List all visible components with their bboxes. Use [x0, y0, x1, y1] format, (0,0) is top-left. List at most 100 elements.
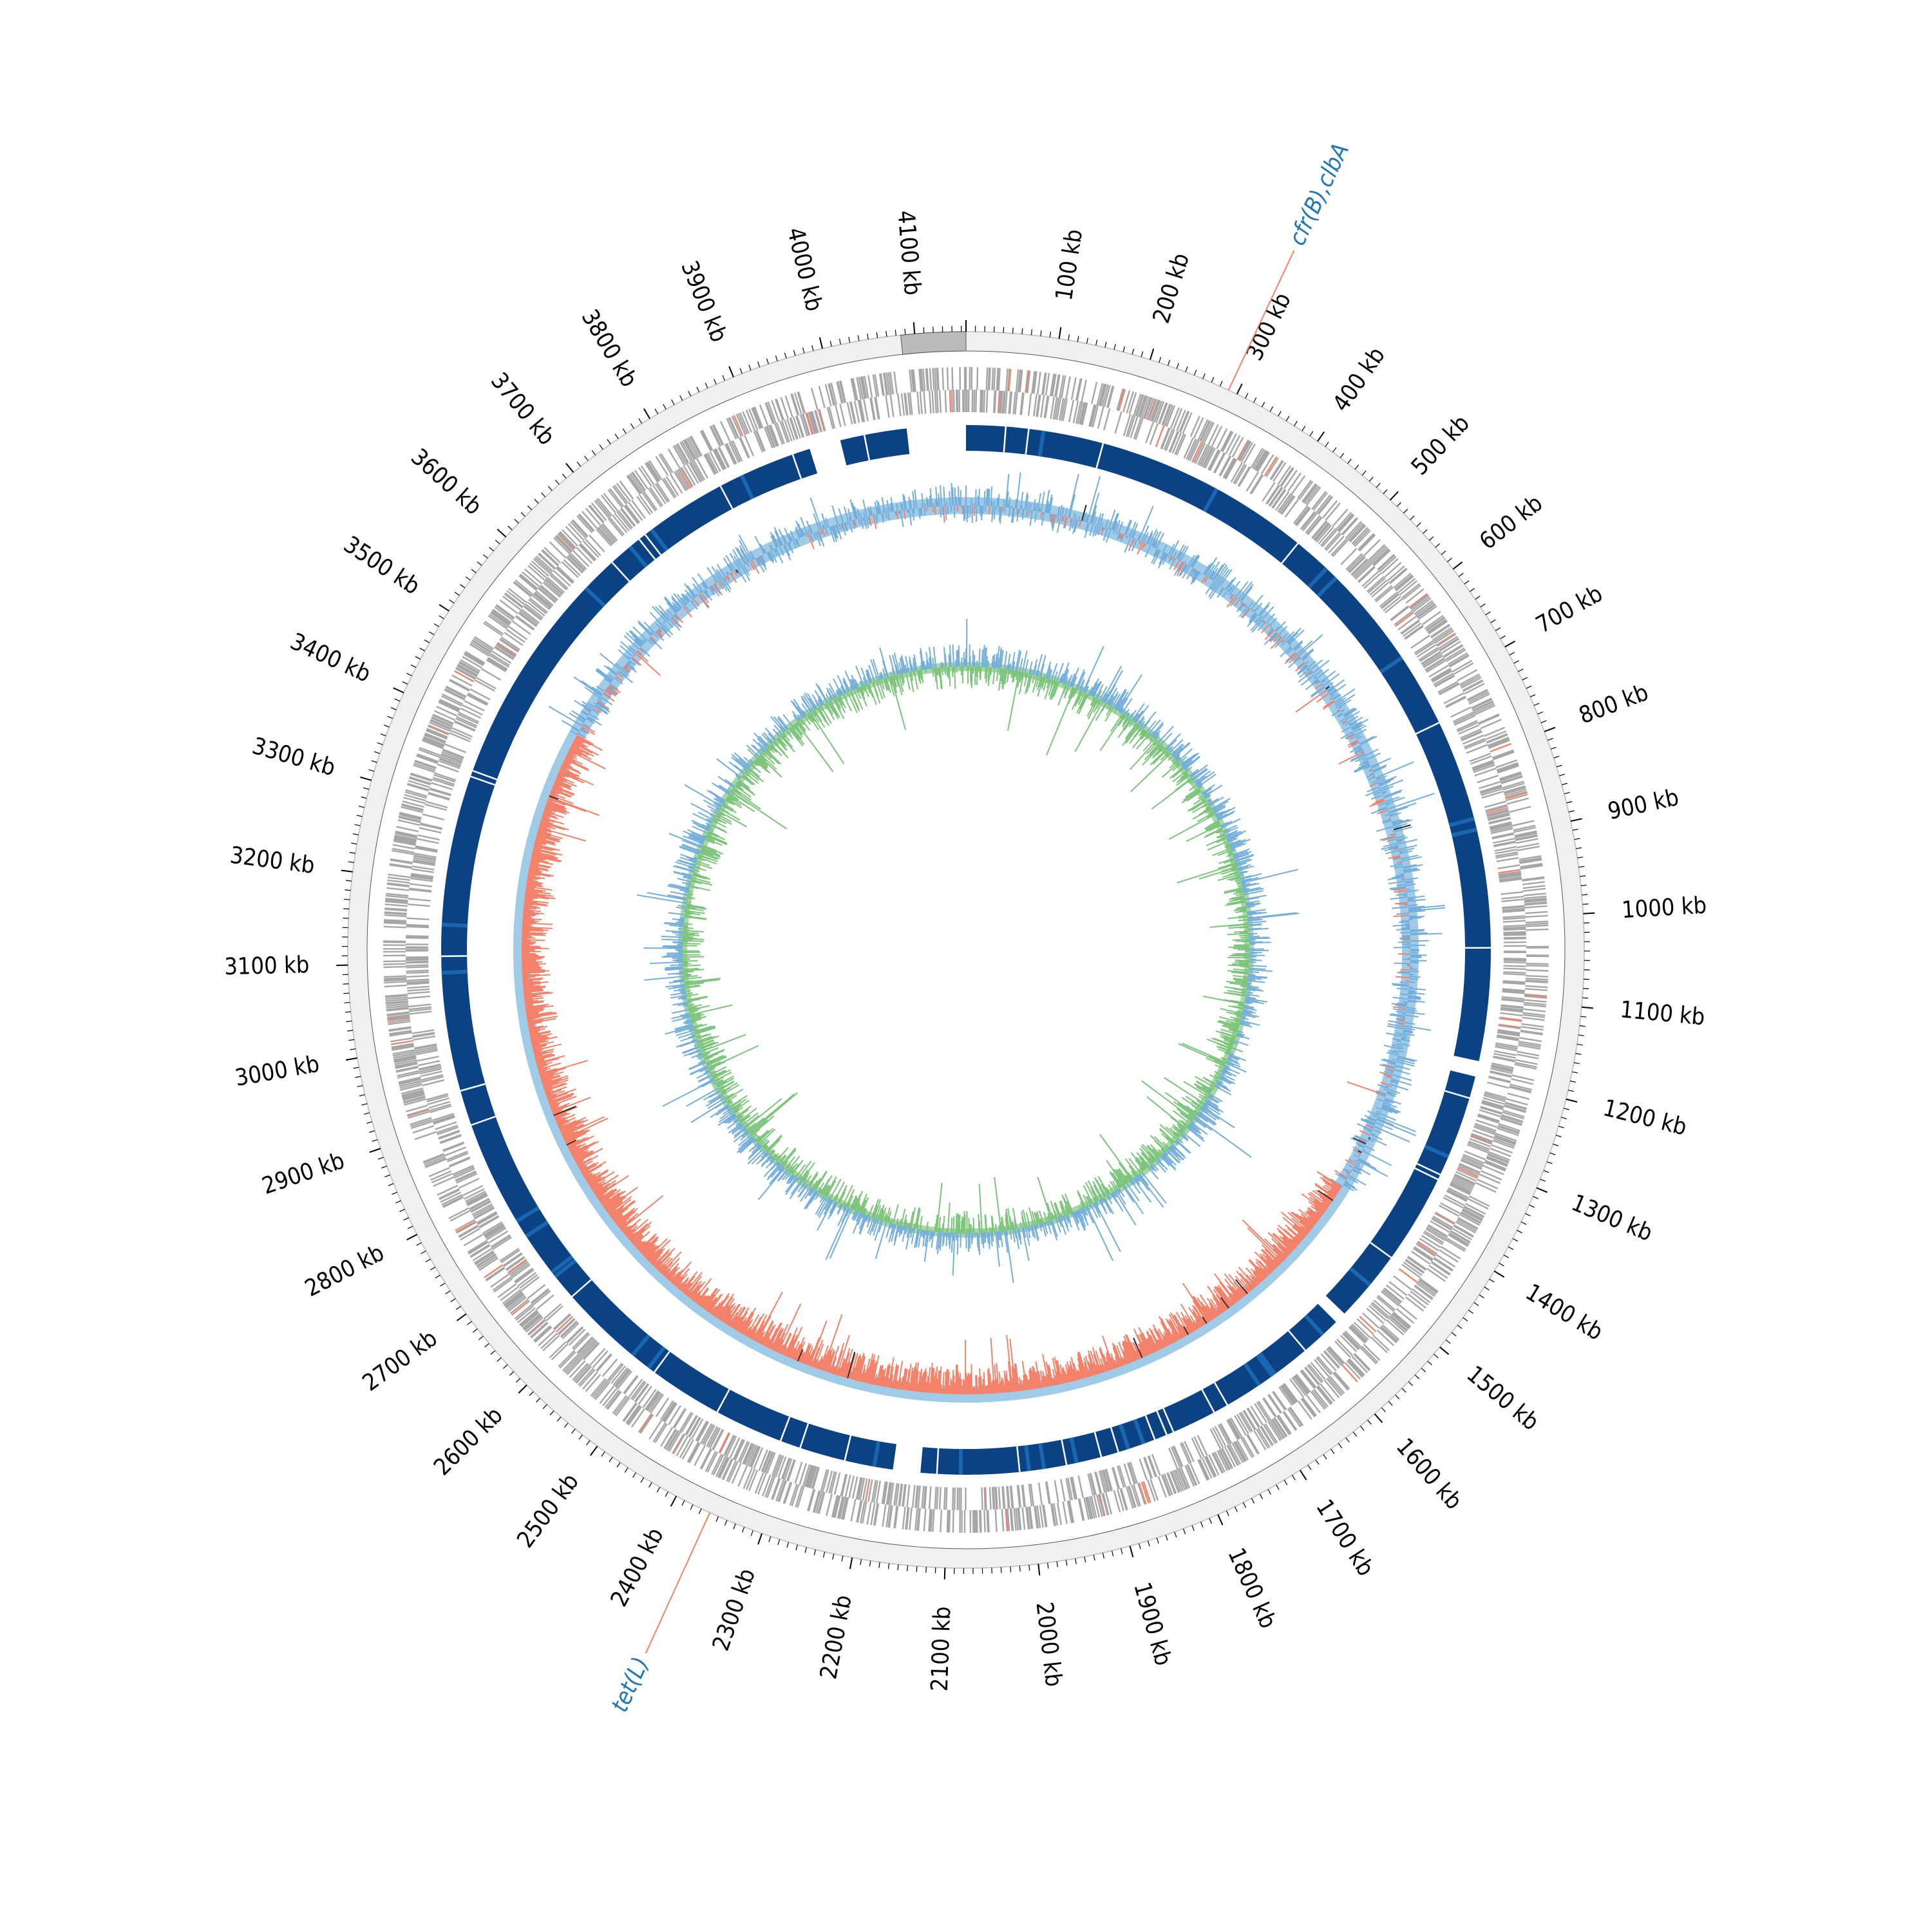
gc-content-bar [772, 1329, 782, 1350]
cds-feature [676, 1435, 689, 1457]
gc-content-bar [1264, 629, 1275, 640]
minor-tick [345, 880, 352, 882]
cds-feature [468, 1240, 488, 1254]
cds-feature [1457, 669, 1478, 682]
gc-content-bar [1086, 476, 1101, 523]
cds-feature [1503, 937, 1526, 940]
gc-content-bar [1283, 1252, 1289, 1257]
gc-content-bar [528, 869, 542, 874]
gc-content-bar [760, 1320, 774, 1345]
cds-feature [710, 425, 722, 447]
cds-feature [884, 372, 889, 395]
gc-content-bar [1092, 1347, 1102, 1374]
gc-content-bar [562, 1116, 605, 1137]
gc-content-bar [1063, 516, 1067, 529]
cds-feature [1488, 1151, 1510, 1161]
minor-tick [1003, 327, 1005, 333]
gc-content-bar [629, 1223, 649, 1240]
cds-feature [1245, 471, 1259, 492]
gc-content-bar [1147, 533, 1153, 545]
cds-feature [432, 714, 454, 725]
cds-feature [493, 1278, 513, 1293]
gc-content-bar [1021, 1361, 1027, 1390]
cds-feature [583, 1342, 600, 1360]
gc-content-bar [1324, 1182, 1340, 1193]
cds-feature [1460, 1159, 1482, 1170]
cds-feature [1331, 538, 1347, 556]
gc-content-bar [1157, 553, 1167, 569]
cds-feature [858, 399, 865, 422]
gc-content-bar [1390, 1078, 1412, 1086]
cds-feature [1097, 406, 1104, 429]
cds-feature [1526, 964, 1549, 967]
minor-tick [632, 1472, 636, 1478]
cds-feature [437, 1126, 459, 1135]
cds-feature [1340, 1334, 1358, 1352]
cds-feature [1417, 603, 1436, 619]
major-tick [456, 1313, 467, 1321]
minor-tick [1120, 1548, 1123, 1555]
gc-content-bar [1330, 694, 1333, 697]
cds-feature [664, 1429, 677, 1450]
gc-content-bar [1278, 1230, 1297, 1248]
cds-feature [1223, 458, 1236, 479]
cds-feature [471, 1203, 493, 1216]
cds-feature [1055, 374, 1061, 397]
gc-content-bar [750, 1328, 757, 1340]
gc-content-bar [627, 1233, 634, 1239]
cds-feature [992, 1486, 996, 1510]
cds-feature [542, 582, 561, 598]
gc-content-bar [708, 1294, 722, 1312]
gc-content-bar [1118, 1341, 1128, 1365]
cds-feature [578, 1367, 594, 1386]
cds-feature [434, 710, 456, 721]
cds-feature [630, 472, 645, 492]
cds-feature [460, 659, 480, 672]
cds-feature [1072, 401, 1079, 424]
cds-feature [1421, 1235, 1441, 1249]
gc-content-bar [739, 1311, 753, 1333]
cds-feature [1497, 864, 1520, 869]
cds-feature [998, 390, 1001, 413]
gc-content-bar [741, 1312, 755, 1334]
minor-tick [714, 379, 717, 385]
cds-feature [385, 900, 408, 904]
gc-content-bar [896, 1381, 899, 1389]
tick-label: 1600 kb [1391, 1434, 1467, 1515]
cds-feature [1015, 1508, 1019, 1531]
cds-feature [986, 1510, 989, 1533]
cds-feature [531, 1289, 550, 1305]
cds-feature [410, 1117, 432, 1126]
cds-feature [1150, 1479, 1159, 1501]
cds-feature [1327, 1347, 1345, 1365]
cds-feature [550, 573, 569, 589]
gc-content-bar [733, 1317, 741, 1329]
cds-feature [490, 652, 510, 667]
cds-feature [1255, 1428, 1269, 1449]
gc-content-bar [1061, 507, 1065, 516]
cds-feature [1486, 808, 1509, 816]
cds-feature [442, 748, 464, 759]
gc-content-bar [534, 1051, 547, 1056]
cds-feature [426, 730, 448, 740]
cds-feature [1503, 928, 1526, 931]
gc-content-bar [1354, 1159, 1358, 1162]
cds-feature [1198, 1459, 1210, 1481]
cds-feature [1490, 826, 1513, 833]
gc-content-bar [526, 886, 535, 889]
cds-feature [1450, 1181, 1472, 1193]
cds-feature [1443, 692, 1464, 705]
cds-feature [404, 793, 426, 802]
gc-content-bar [1396, 1010, 1406, 1014]
gc-content-bar [526, 882, 542, 886]
cds-feature [1435, 1254, 1456, 1268]
gc-content-bar [1188, 554, 1195, 566]
gc-content-bar [1282, 1240, 1294, 1251]
cds-feature [389, 1030, 412, 1036]
gc-content-bar [1408, 905, 1445, 910]
cds-feature [846, 402, 853, 425]
gc-content-bar [1100, 527, 1104, 535]
gc-content-bar [925, 1381, 927, 1393]
gc-content-bar [688, 1285, 700, 1298]
gc-content-bar [1361, 750, 1364, 752]
